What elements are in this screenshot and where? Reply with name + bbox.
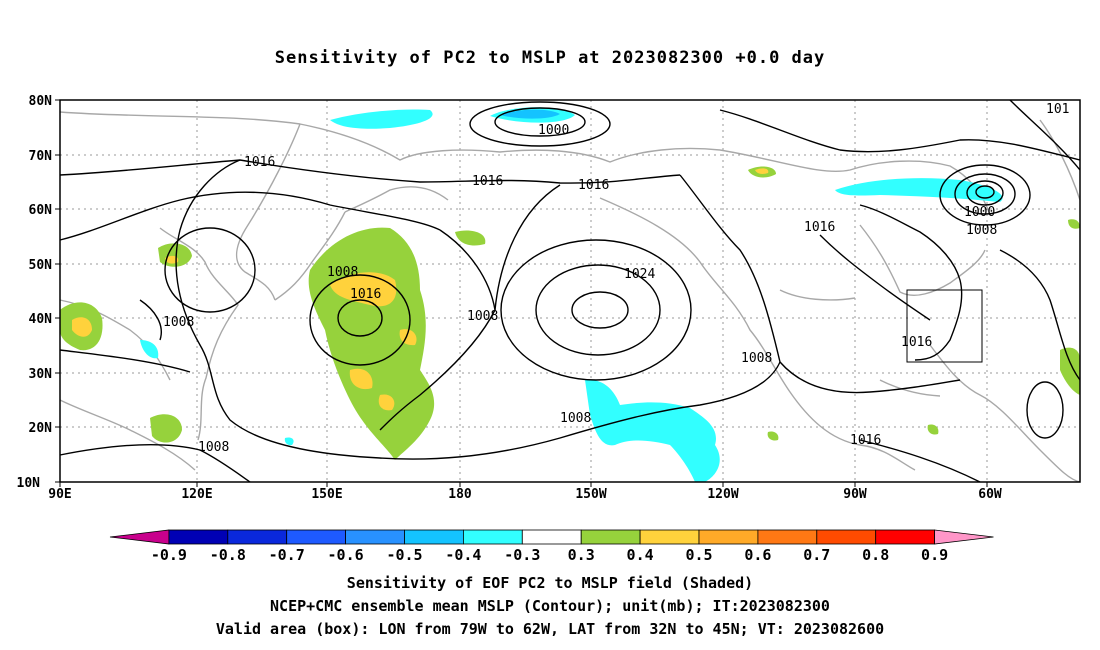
contour-label: 1016	[350, 287, 381, 302]
colorbar-tick-label: -0.6	[328, 546, 364, 564]
lat-label: 40N	[29, 312, 53, 327]
colorbar-tick-label: 0.3	[568, 546, 595, 564]
colorbar-tick-label: -0.3	[504, 546, 540, 564]
lat-label: 20N	[29, 421, 53, 436]
contour-label: 1016	[578, 178, 609, 193]
contour-label: 1016	[804, 220, 835, 235]
shaded-sensitivity	[60, 107, 1080, 482]
contour-label: 1008	[560, 411, 591, 426]
lon-label: 120W	[707, 487, 738, 502]
lon-label: 90E	[48, 487, 71, 502]
colorbar-tick-label: 0.9	[921, 546, 948, 564]
colorbar-tick-label: 0.4	[627, 546, 654, 564]
colorbar-swatch	[168, 529, 229, 545]
lat-label: 80N	[29, 94, 53, 109]
contour-label: 1000	[964, 205, 995, 220]
lat-labels: 80N 70N 60N 50N 40N 30N 20N 10N	[17, 94, 53, 491]
colorbar-swatch	[462, 529, 523, 545]
colorbar	[109, 529, 994, 545]
footer-line-3: Valid area (box): LON from 79W to 62W, L…	[215, 620, 885, 638]
footer-line-2: NCEP+CMC ensemble mean MSLP (Contour); u…	[270, 597, 830, 615]
contour-label: 1024	[624, 267, 655, 282]
colorbar-swatch	[109, 529, 170, 545]
colorbar-swatch	[816, 529, 877, 545]
mslp-contours	[59, 99, 1081, 483]
colorbar-swatch	[639, 529, 700, 545]
contour-label: 1016	[244, 155, 275, 170]
colorbar-tick-label: -0.9	[151, 546, 187, 564]
colorbar-tick-label: 0.6	[744, 546, 771, 564]
colorbar-tick-label: 0.7	[803, 546, 830, 564]
colorbar-tick-label: -0.5	[386, 546, 422, 564]
footer-line-1: Sensitivity of EOF PC2 to MSLP field (Sh…	[346, 574, 754, 592]
lon-label: 120E	[181, 487, 212, 502]
colorbar-swatch	[521, 529, 582, 545]
contour-label: 1016	[901, 335, 932, 350]
lat-label: 60N	[29, 203, 53, 218]
contour-label: 101	[1046, 102, 1069, 117]
colorbar-swatch	[404, 529, 464, 545]
colorbar-swatch	[580, 529, 641, 545]
colorbar-swatch	[875, 529, 936, 545]
contour-label: 1008	[966, 223, 997, 238]
contour-label: 1016	[472, 174, 503, 189]
lon-label: 90W	[843, 487, 867, 502]
contour-label: 1008	[327, 265, 358, 280]
contour-labels: 1000 101 1016 1016 1016 1000 1008 1016 1…	[163, 102, 1069, 455]
colorbar-tick-label: -0.8	[210, 546, 246, 564]
contour-label: 1008	[741, 351, 772, 366]
contour-label: 1008	[467, 309, 498, 324]
lat-label: 70N	[29, 149, 53, 164]
contour-label: 1008	[198, 440, 229, 455]
lon-label: 180	[448, 487, 472, 502]
colorbar-tick-label: -0.4	[445, 546, 481, 564]
lat-label: 10N	[17, 476, 41, 491]
grid-lines	[60, 100, 1080, 482]
plot-area	[60, 100, 1080, 482]
colorbar-swatch	[757, 529, 818, 545]
lat-label: 30N	[29, 367, 53, 382]
plot-frame	[59, 99, 1081, 483]
colorbar-swatch	[345, 529, 405, 545]
colorbar-swatch	[698, 529, 759, 545]
contour-label: 1008	[163, 315, 194, 330]
axis-ticks	[55, 99, 988, 487]
colorbar-swatch	[227, 529, 288, 545]
colorbar-tick-label: 0.5	[685, 546, 712, 564]
colorbar-swatch	[934, 529, 994, 545]
lon-labels: 90E 120E 150E 180 150W 120W 90W 60W	[48, 487, 1002, 502]
colorbar-tick-label: -0.7	[269, 546, 305, 564]
lat-label: 50N	[29, 258, 53, 273]
colorbar-swatch	[286, 529, 347, 545]
lon-label: 150W	[575, 487, 606, 502]
lon-label: 60W	[978, 487, 1002, 502]
contour-label: 1000	[538, 123, 569, 138]
contour-label: 1016	[850, 433, 881, 448]
colorbar-tick-labels: -0.9 -0.8 -0.7 -0.6 -0.5 -0.4 -0.3 0.3 0.4 0.5 0.6…	[151, 546, 948, 564]
lon-label: 150E	[311, 487, 342, 502]
map-title: Sensitivity of PC2 to MSLP at 2023082300…	[274, 48, 826, 68]
colorbar-tick-label: 0.8	[862, 546, 889, 564]
coastlines	[59, 111, 1081, 483]
valid-area-box	[906, 289, 983, 363]
